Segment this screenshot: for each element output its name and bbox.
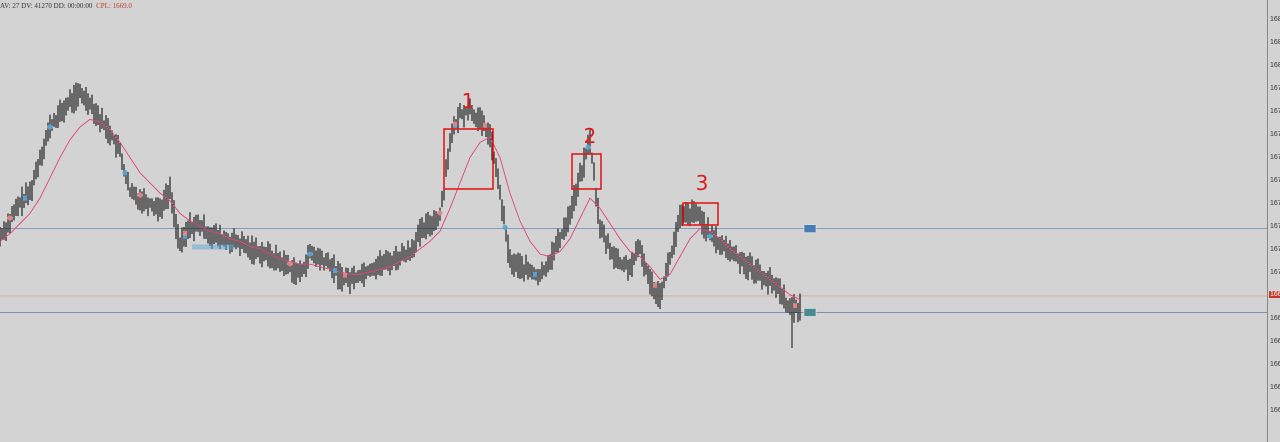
level-badge [803,224,817,233]
info-bar: AV: 27 DV: 41270 DD: 00:00:00 CPL: 1669.… [0,2,132,10]
annotation-box [443,128,494,190]
price-tick-label: 166 [1270,361,1280,368]
horizontal-levels [0,228,1267,313]
marker-blue [22,195,28,201]
price-tick-label: 167 [1270,269,1280,276]
cpl-text: CPL: 1669.0 [96,2,132,10]
marker-red [652,282,658,288]
moving-average-line [0,118,801,301]
price-tick-label: 167 [1270,177,1280,184]
stats-text: AV: 27 DV: 41270 DD: 00:00:00 [0,2,93,10]
price-tick-label: 167 [1270,85,1280,92]
marker-blue [47,124,53,130]
price-tick-label: 168 [1270,16,1280,23]
marker-red [182,230,188,236]
annotation-box [571,153,602,190]
candlestick-series [0,82,801,349]
marker-blue [502,224,508,230]
marker-red [437,210,443,216]
price-tick-label: 167 [1270,223,1280,230]
signal-markers [7,121,798,309]
annotation-label: 2 [584,124,597,148]
price-tick-label: 166 [1270,407,1280,414]
marker-red [7,215,13,221]
level-badges [803,224,817,317]
price-tick-label: 167 [1270,131,1280,138]
marker-red [452,121,458,127]
annotation-boxes: 1 2 3 [443,89,719,226]
level-badge [803,308,817,317]
marker-blue [585,144,591,150]
annotation-label: 3 [696,171,709,195]
current-price-badge: 166 [1269,290,1280,298]
annotation-box [682,202,719,226]
marker-red [342,272,348,278]
price-tick-label: 168 [1270,39,1280,46]
price-tick-label: 168 [1270,62,1280,69]
price-tick-label: 167 [1270,154,1280,161]
marker-red [482,122,488,128]
price-tick-label: 166 [1270,384,1280,391]
marker-blue [307,251,313,257]
price-tick-label: 166 [1270,338,1280,345]
annotation-label: 1 [462,89,475,113]
marker-red [137,192,143,198]
marker-red [287,261,293,267]
price-tick-label: 167 [1270,108,1280,115]
price-tick-label: 166 [1270,315,1280,322]
marker-blue [332,267,338,274]
marker-blue [532,271,538,277]
marker-blue [707,233,713,239]
marker-red [792,303,798,309]
price-axis[interactable]: 1681681681671671671671671671671671671671… [1267,0,1280,442]
price-tick-label: 167 [1270,246,1280,253]
price-tick-label: 167 [1270,200,1280,207]
marker-zone [192,244,234,250]
marker-blue [122,170,128,176]
